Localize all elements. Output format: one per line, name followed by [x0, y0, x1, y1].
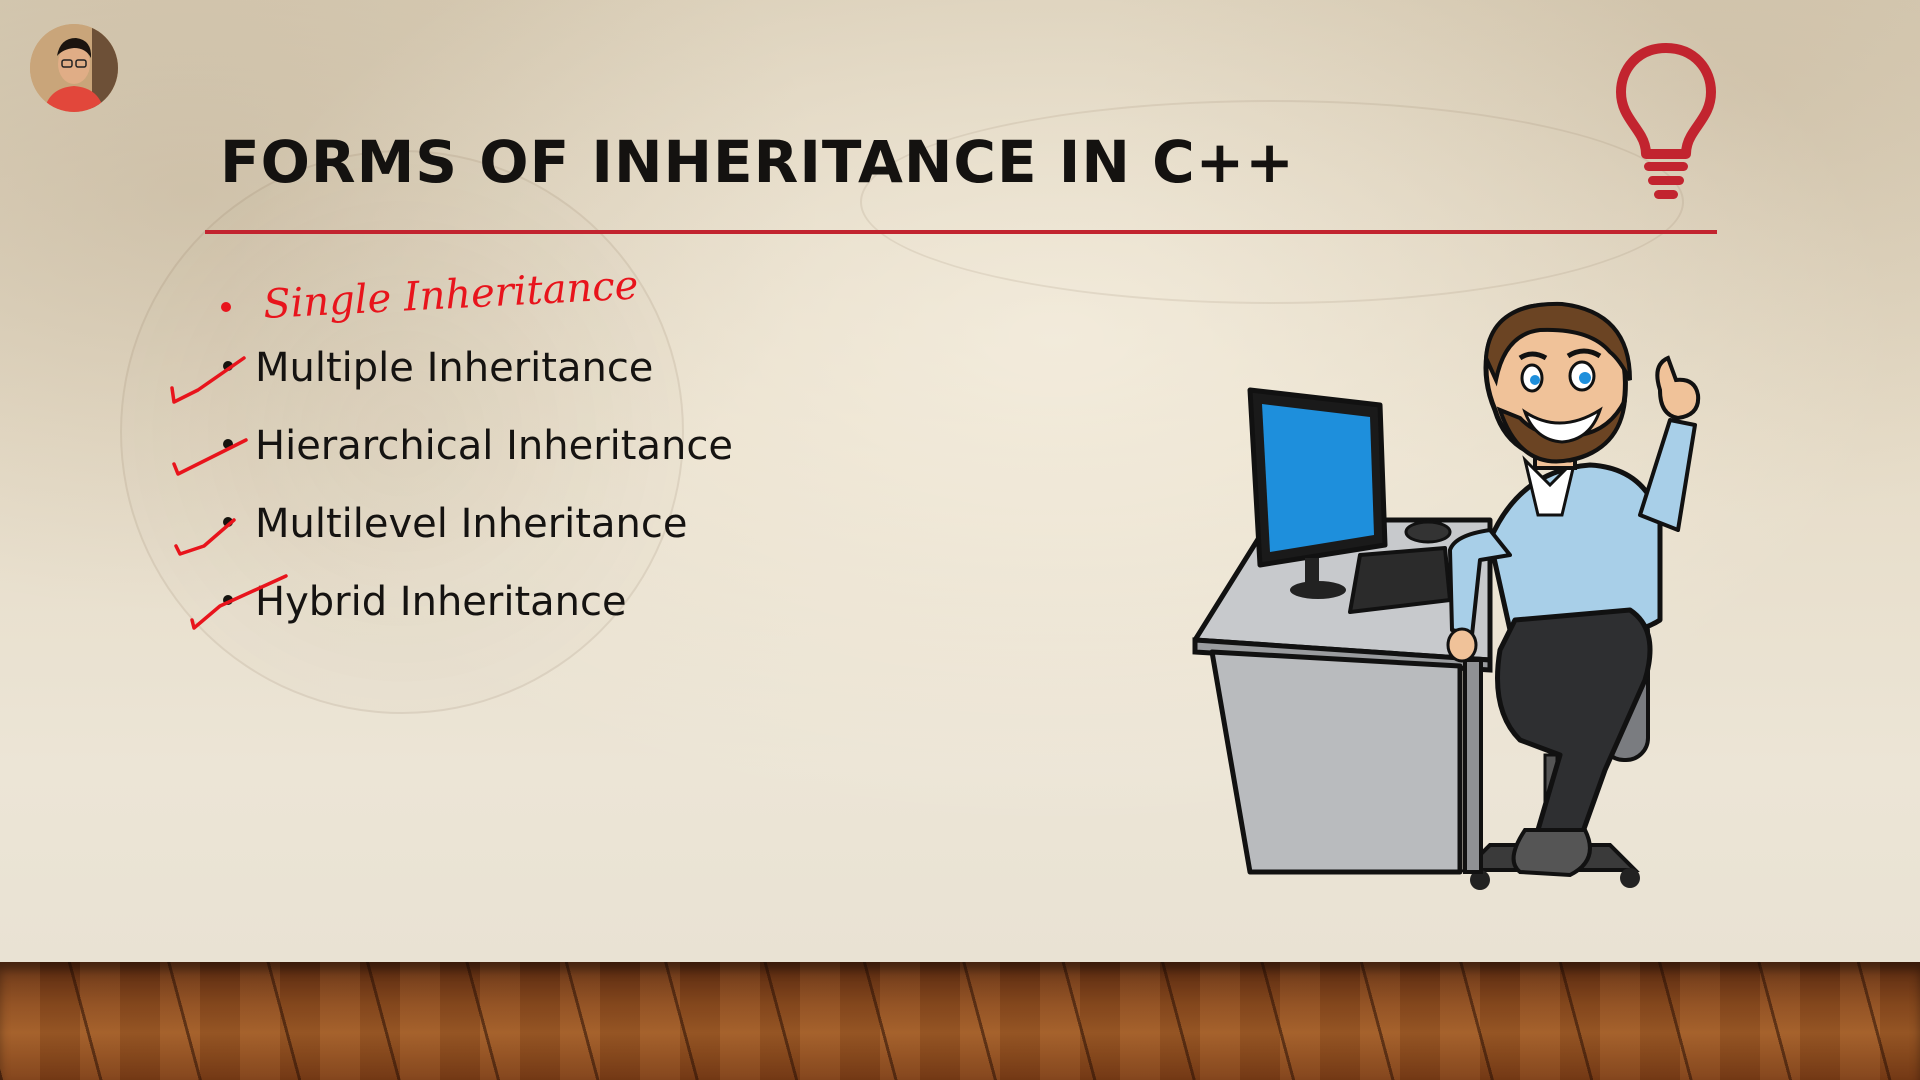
title-underline — [205, 230, 1717, 234]
list-item-hybrid: Hybrid Inheritance — [255, 579, 627, 625]
keyboard — [1348, 546, 1452, 614]
list-item-multiple: Multiple Inheritance — [255, 345, 654, 391]
list-item-hierarchical: Hierarchical Inheritance — [255, 423, 733, 469]
lightbulb-icon — [1616, 43, 1716, 199]
vintage-airship-sketch — [860, 100, 1684, 304]
computer-monitor — [1247, 387, 1388, 599]
developer-at-desk — [1192, 301, 1701, 890]
developer-person — [1446, 301, 1701, 878]
computer-mouse — [1404, 520, 1452, 544]
presenter-avatar — [30, 24, 118, 112]
list-item-multilevel: Multilevel Inheritance — [255, 501, 688, 547]
wooden-floor — [0, 962, 1920, 1080]
slide-title: FORMS OF INHERITANCE IN C++ — [220, 128, 1295, 196]
inheritance-list: Multiple Inheritance Hierarchical Inheri… — [255, 340, 733, 652]
